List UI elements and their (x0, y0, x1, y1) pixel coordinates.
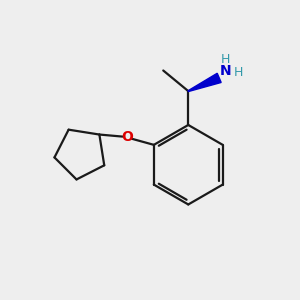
Text: O: O (122, 130, 133, 145)
Text: H: H (234, 66, 244, 80)
Polygon shape (188, 73, 221, 92)
Text: N: N (220, 64, 232, 78)
Text: H: H (220, 52, 230, 65)
